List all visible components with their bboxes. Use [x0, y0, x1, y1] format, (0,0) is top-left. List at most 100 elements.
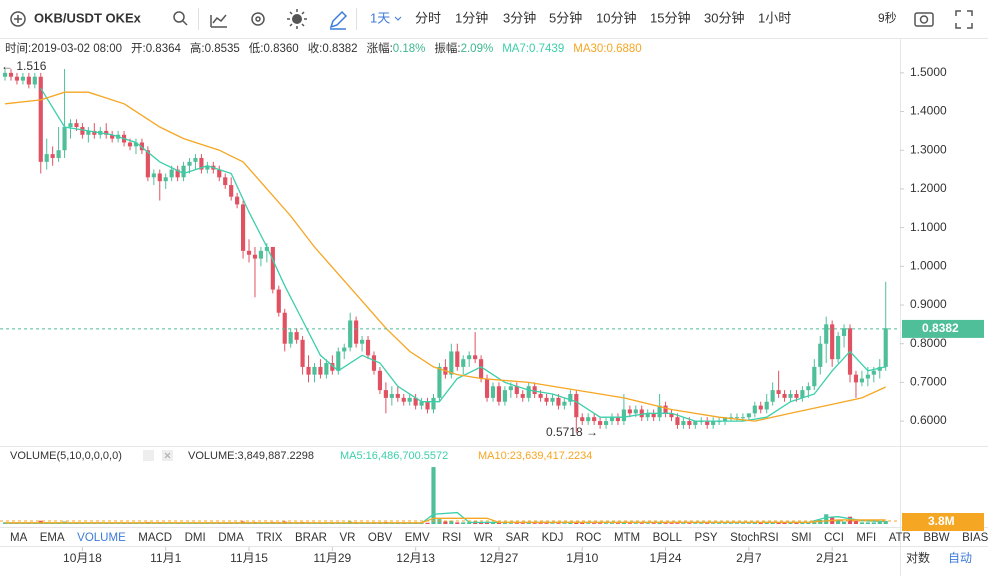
candle-body: [217, 169, 222, 178]
search-icon[interactable]: [173, 11, 188, 26]
y-tick-label: 1.2000: [910, 181, 947, 195]
timeframe-option[interactable]: 分时: [415, 10, 441, 25]
candle-body: [490, 386, 496, 398]
indicator-tab[interactable]: SAR: [505, 532, 529, 544]
timeframe-option[interactable]: 1天: [370, 10, 390, 25]
indicator-tab[interactable]: MACD: [138, 532, 172, 544]
candle-body: [776, 390, 781, 394]
candle-body: [74, 123, 79, 128]
indicator-tab[interactable]: TRIX: [256, 532, 283, 544]
indicator-tab[interactable]: BBW: [923, 532, 949, 544]
indicator-tab[interactable]: BRAR: [295, 532, 327, 544]
indicator-tab[interactable]: MA: [10, 532, 28, 544]
x-tick-label: 1月10: [566, 551, 598, 565]
volume-bar: [871, 522, 876, 524]
candle-body: [681, 421, 686, 425]
candle-body: [496, 386, 502, 402]
draw-icon[interactable]: [329, 10, 348, 30]
indicator-tab[interactable]: PSY: [695, 532, 718, 544]
volume-bar: [615, 523, 621, 524]
volume-bar: [496, 522, 502, 524]
volume-bar: [699, 523, 704, 524]
info-value: 0.6880: [606, 43, 641, 55]
volume-bar: [764, 522, 769, 524]
volume-bar: [568, 523, 573, 524]
candle-body: [86, 130, 91, 135]
timeframe-option[interactable]: 1小时: [758, 10, 791, 25]
indicator-tab[interactable]: EMA: [40, 532, 65, 544]
indicator-tab[interactable]: SMI: [791, 532, 811, 544]
volume-header: VOLUME:3,849,887.2298: [188, 450, 314, 462]
scale-option[interactable]: 自动: [948, 551, 972, 565]
candle-body: [56, 150, 61, 158]
volume-bar: [788, 523, 793, 524]
indicator-tab[interactable]: VOLUME: [77, 532, 126, 544]
indicator-tab[interactable]: BOLL: [653, 532, 683, 544]
timeframe-option[interactable]: 5分钟: [549, 10, 582, 25]
last-price-label: 0.8382: [922, 321, 959, 335]
volume-header: VOLUME(5,10,0,0,0,0): [10, 450, 122, 462]
indicator-tab[interactable]: EMV: [405, 532, 430, 544]
candle-body: [770, 390, 775, 402]
indicator-tab[interactable]: ATR: [889, 532, 911, 544]
candle-body: [484, 378, 490, 398]
indicator-tab[interactable]: DMA: [218, 532, 244, 544]
candle-body: [740, 417, 745, 419]
candle-body: [354, 320, 359, 344]
candle-body: [377, 370, 383, 391]
screenshot-icon[interactable]: [914, 12, 934, 27]
timeframe-option[interactable]: 1分钟: [455, 10, 488, 25]
volume-bar: [728, 523, 734, 524]
y-tick-label: 1.1000: [910, 220, 947, 234]
volume-bar: [877, 521, 882, 524]
candle-body: [8, 72, 14, 77]
timeframe-option[interactable]: 15分钟: [650, 10, 690, 25]
indicator-tab[interactable]: VR: [339, 532, 355, 544]
indicator-tab[interactable]: WR: [474, 532, 493, 544]
candle-body: [32, 76, 37, 85]
x-tick-label: 10月18: [63, 551, 102, 565]
theme-icon[interactable]: [287, 9, 307, 29]
volume-icons[interactable]: [143, 450, 173, 461]
indicator-tab[interactable]: MTM: [614, 532, 640, 544]
candle-body: [330, 363, 335, 371]
indicator-tab[interactable]: ROC: [576, 532, 602, 544]
timeframe-option[interactable]: 10分钟: [596, 10, 636, 25]
indicator-tab[interactable]: CCI: [824, 532, 844, 544]
indicator-tab[interactable]: MFI: [856, 532, 876, 544]
candle-body: [127, 142, 133, 147]
timeframe-option[interactable]: 3分钟: [503, 10, 536, 25]
candle-body: [705, 421, 710, 425]
candle-body: [145, 150, 150, 178]
candle-body: [68, 123, 73, 128]
indicator-tab[interactable]: BIAS: [962, 532, 988, 544]
indicator-tab[interactable]: DMI: [185, 532, 206, 544]
info-value: 0.7439: [529, 43, 564, 55]
candle-body: [627, 409, 632, 414]
candle-body: [651, 413, 656, 418]
volume-bar: [836, 519, 841, 524]
indicator-tab[interactable]: KDJ: [542, 532, 564, 544]
volume-bar: [544, 523, 549, 524]
candle-body: [836, 335, 841, 360]
indicator-icon[interactable]: [210, 14, 227, 28]
candle-body: [871, 370, 876, 375]
indicator-tab[interactable]: RSI: [442, 532, 461, 544]
dropdown-arrow[interactable]: [394, 16, 402, 21]
info-value: 2019-03-02 08:00: [31, 43, 122, 55]
candle-body: [782, 393, 787, 398]
candle-body: [514, 386, 519, 394]
indicator-tab[interactable]: OBV: [368, 532, 393, 544]
volume-bar: [592, 523, 597, 524]
scale-option[interactable]: 对数: [906, 550, 930, 565]
timeframe-option[interactable]: 30分钟: [704, 10, 744, 25]
candle-body: [639, 409, 644, 418]
x-tick-label: 11月29: [313, 551, 351, 565]
settings-icon[interactable]: [251, 12, 265, 26]
volume-header: MA5:16,486,700.5572: [340, 450, 448, 462]
candle-body: [734, 417, 740, 419]
volume-bar: [645, 523, 650, 524]
indicator-tab[interactable]: StochRSI: [730, 532, 779, 544]
candle-body: [38, 76, 43, 162]
fullscreen-icon[interactable]: [955, 10, 973, 29]
